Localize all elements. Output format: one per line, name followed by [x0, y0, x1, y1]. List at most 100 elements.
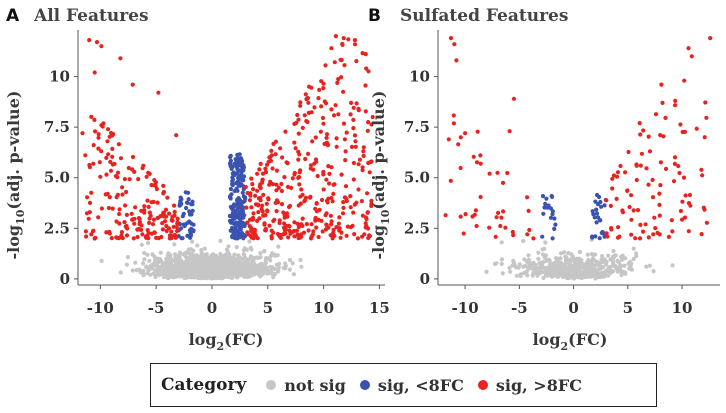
- panel-b-point-sig-gt8: [452, 42, 457, 47]
- panel-b-point-not-sig: [620, 270, 625, 275]
- panel-a-point-not-sig: [142, 257, 147, 262]
- panel-a-point-not-sig: [124, 262, 129, 267]
- panel-a-point-sig-gt8: [255, 171, 260, 176]
- panel-a-point-sig-gt8: [273, 200, 278, 205]
- panel-a-point-sig-gt8: [324, 140, 329, 145]
- panel-a-point-sig-gt8: [329, 219, 334, 224]
- panel-a-point-sig-lt8: [185, 220, 190, 225]
- panel-a-point-sig-lt8: [232, 221, 237, 226]
- panel-a-point-sig-gt8: [96, 215, 101, 220]
- panel-a-point-sig-gt8: [89, 232, 94, 237]
- panel-a-point-sig-gt8: [295, 112, 300, 118]
- panel-a-point-sig-lt8: [230, 207, 235, 212]
- panel-b-point-sig-gt8: [704, 115, 709, 120]
- panel-a-point-not-sig: [260, 267, 265, 272]
- panel-a-point-sig-gt8: [366, 69, 371, 74]
- panel-a-point-sig-gt8: [352, 133, 358, 138]
- panel-a-point-sig-lt8: [235, 167, 240, 172]
- panel-b-point-sig-gt8: [638, 163, 643, 168]
- panel-a-point-sig-gt8: [110, 146, 115, 151]
- panel-a-point-sig-gt8: [304, 119, 309, 124]
- panel-b-y-tick-label: 2.5: [404, 219, 430, 237]
- panel-a-point-not-sig: [199, 247, 204, 253]
- panel-a-point-sig-gt8: [293, 146, 298, 151]
- panel-a-point-sig-lt8: [234, 186, 239, 191]
- panel-a-point-sig-gt8: [283, 129, 288, 134]
- panel-a-point-not-sig: [179, 258, 184, 264]
- legend-label-sig-lt8: sig, <8FC: [377, 375, 464, 395]
- panel-b-point-sig-gt8: [699, 167, 704, 172]
- panel-a-point-not-sig: [147, 258, 152, 263]
- panel-a-point-sig-gt8: [341, 205, 346, 210]
- panel-a-x-tick-label: -5: [148, 299, 165, 317]
- panel-a-point-sig-lt8: [241, 215, 246, 220]
- panel-a-point-sig-gt8: [292, 220, 297, 225]
- panel-b-point-sig-gt8: [526, 208, 531, 213]
- panel-b-point-sig-gt8: [463, 212, 468, 217]
- panel-a-point-sig-gt8: [256, 196, 261, 201]
- panel-a-point-not-sig: [283, 261, 288, 266]
- panel-a-point-sig-gt8: [175, 220, 180, 225]
- panel-a-point-sig-gt8: [161, 189, 166, 195]
- panel-b-point-not-sig: [568, 270, 574, 275]
- panel-a-point-sig-gt8: [161, 183, 166, 188]
- panel-a-point-sig-lt8: [190, 208, 195, 213]
- panel-a-point-sig-gt8: [130, 154, 136, 160]
- panel-b-point-sig-gt8: [475, 129, 480, 134]
- panel-a-point-not-sig: [166, 276, 171, 281]
- panel-a-point-not-sig: [159, 259, 164, 264]
- legend-dot-sig-lt8: [359, 380, 370, 390]
- panel-b-point-sig-gt8: [478, 161, 483, 166]
- panel-a-point-sig-gt8: [359, 199, 364, 204]
- panel-a-point-not-sig: [199, 254, 204, 259]
- panel-a-point-not-sig: [99, 258, 104, 264]
- panel-a-point-sig-gt8: [104, 155, 109, 160]
- panel-a-point-sig-lt8: [241, 232, 246, 237]
- panel-a-point-sig-gt8: [328, 213, 333, 218]
- panel-b-point-sig-gt8: [473, 208, 478, 213]
- panel-a-point-not-sig: [197, 261, 202, 267]
- panel-a-point-not-sig: [185, 270, 190, 275]
- panel-b-point-sig-gt8: [680, 199, 685, 204]
- panel-b-point-sig-gt8: [646, 182, 651, 187]
- panel-a-point-sig-gt8: [165, 195, 170, 200]
- panel-a-point-sig-gt8: [339, 172, 344, 177]
- panel-a-point-sig-gt8: [99, 206, 104, 211]
- panel-a-point-sig-gt8: [306, 110, 311, 115]
- panel-b-point-not-sig: [614, 266, 619, 271]
- panel-a-point-sig-gt8: [249, 205, 254, 210]
- panel-b-point-sig-gt8: [672, 155, 678, 160]
- panel-b-point-sig-gt8: [451, 113, 456, 118]
- panel-a-point-sig-gt8: [107, 195, 112, 200]
- panel-a-point-sig-gt8: [159, 234, 164, 240]
- panel-a-point-not-sig: [262, 249, 267, 254]
- panel-a-point-sig-gt8: [262, 222, 267, 227]
- panel-a-point-sig-gt8: [136, 177, 141, 182]
- panel-a-point-not-sig: [240, 261, 245, 266]
- panel-b-y-tick-label: 10: [409, 68, 430, 86]
- panel-a-point-sig-gt8: [334, 136, 339, 141]
- panel-b-point-sig-gt8: [700, 173, 705, 178]
- panel-b-point-not-sig: [588, 260, 593, 265]
- panel-a-point-not-sig: [185, 262, 190, 268]
- panel-a-point-sig-gt8: [147, 220, 152, 225]
- panel-a-point-sig-gt8: [305, 96, 310, 101]
- panel-a-point-sig-gt8: [142, 208, 147, 213]
- panel-b-point-not-sig: [526, 266, 531, 271]
- panel-a-point-sig-gt8: [260, 209, 265, 214]
- panel-a-point-sig-gt8: [245, 220, 250, 225]
- panel-b-point-sig-gt8: [510, 229, 515, 235]
- panel-b-point-sig-gt8: [527, 227, 532, 233]
- panel-b-point-not-sig: [548, 271, 553, 276]
- panel-a-point-sig-gt8: [314, 201, 319, 206]
- panel-b-point-not-sig: [631, 246, 636, 251]
- panel-a-point-sig-gt8: [151, 199, 156, 204]
- panel-a-point-sig-gt8: [155, 200, 160, 205]
- panel-b-point-sig-gt8: [618, 163, 623, 169]
- panel-b-point-sig-gt8: [657, 202, 662, 207]
- panel-a-point-sig-gt8: [329, 195, 334, 201]
- panel-a-point-sig-gt8: [255, 188, 260, 193]
- panel-a-point-sig-gt8: [117, 211, 122, 217]
- panel-a-point-not-sig: [145, 252, 150, 257]
- panel-b-point-sig-lt8: [541, 211, 546, 216]
